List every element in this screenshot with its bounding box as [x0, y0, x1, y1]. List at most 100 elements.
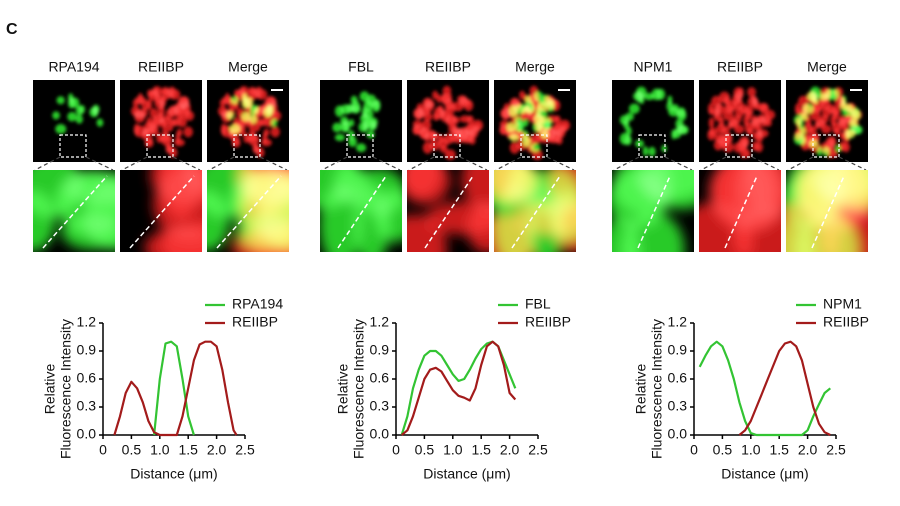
- profile-line: [811, 175, 845, 249]
- signal-blur: [144, 170, 202, 252]
- signal-spot: [528, 185, 565, 252]
- x-tick-label: 1.0: [150, 442, 170, 458]
- signal-spot: [332, 122, 343, 133]
- signal: [130, 85, 195, 158]
- image-label: RPA194: [48, 59, 99, 75]
- panel-label: C: [6, 21, 18, 38]
- x-tick-label: 1.5: [178, 442, 198, 458]
- signal-spot: [842, 142, 850, 153]
- signal-spot: [451, 127, 460, 135]
- signal: [793, 86, 863, 159]
- x-tick-label: 1.0: [443, 442, 463, 458]
- signal-blur: [207, 170, 289, 252]
- signal: [52, 93, 104, 135]
- signal-spot: [422, 141, 433, 154]
- y-tick-label: 1.2: [370, 314, 390, 330]
- signal-spot: [439, 145, 448, 153]
- y-tick-label: 1.2: [77, 314, 97, 330]
- y-tick-label: 0.9: [370, 342, 390, 358]
- signal-spot: [544, 122, 551, 130]
- y-tick-label: 0.3: [668, 398, 688, 414]
- roi-box: [638, 134, 666, 158]
- signal-spot: [169, 86, 176, 99]
- signal-spot: [362, 121, 368, 133]
- signal-spot: [348, 119, 355, 127]
- y-tick-label: 0.0: [370, 426, 390, 442]
- signal-spot: [648, 146, 656, 157]
- signal-spot: [826, 104, 836, 114]
- signal-spot: [370, 122, 377, 130]
- signal-spot: [174, 138, 185, 147]
- signal-spot: [822, 146, 830, 157]
- x-tick-label: 2.0: [207, 442, 227, 458]
- signal: [217, 85, 282, 158]
- signal-spot: [67, 111, 77, 122]
- zoom-guide: [259, 156, 288, 171]
- x-tick-label: 0.5: [713, 442, 733, 458]
- signal-spot: [619, 132, 631, 145]
- signal-spot: [751, 115, 758, 127]
- signal-spot: [499, 124, 508, 135]
- signal-spot: [234, 89, 241, 98]
- signal-spot: [628, 103, 640, 114]
- signal: [407, 170, 489, 252]
- signal-spot: [230, 96, 239, 105]
- legend-label: FBL: [525, 296, 551, 312]
- zoom-guide: [751, 156, 780, 171]
- signal-spot: [413, 107, 425, 120]
- signal-spot: [412, 124, 421, 135]
- signal-spot: [467, 115, 474, 126]
- signal-spot: [183, 126, 193, 138]
- signal-spot: [247, 134, 258, 142]
- signal-spot: [79, 104, 86, 114]
- signal-spot: [852, 125, 863, 135]
- signal-spot: [162, 125, 169, 136]
- signal-spot: [643, 92, 655, 101]
- roi-box: [59, 134, 87, 158]
- x-tick-label: 2.0: [500, 442, 520, 458]
- image-label: Merge: [515, 59, 555, 75]
- zoom-guide: [700, 156, 727, 171]
- signal-spot: [745, 109, 753, 121]
- signal-spot: [444, 149, 456, 161]
- signal-spot: [439, 109, 446, 118]
- signal-spot: [753, 99, 760, 111]
- signal-spot: [802, 103, 814, 114]
- signal-spot: [157, 105, 165, 117]
- signal-blur: [499, 85, 571, 161]
- y-axis-label: Relative: [335, 364, 351, 415]
- signal-spot: [52, 111, 60, 120]
- signal-spot: [242, 93, 248, 102]
- y-axis-label: Relative: [633, 364, 649, 415]
- signal: [494, 170, 576, 252]
- signal-spot: [253, 104, 260, 114]
- signal-blur: [494, 170, 576, 252]
- signal-spot: [747, 87, 757, 98]
- signal-spot: [348, 136, 357, 148]
- zoom-guide: [408, 156, 435, 171]
- signal-spot: [713, 109, 719, 118]
- signal-spot: [350, 104, 361, 114]
- signal-spot: [522, 119, 529, 127]
- signal-spot: [612, 216, 641, 252]
- signal-spot: [421, 119, 432, 131]
- image-label: REIIBP: [425, 59, 471, 75]
- signal-spot: [799, 112, 808, 122]
- signal-spot: [794, 103, 801, 115]
- signal-spot: [722, 133, 733, 144]
- signal-spot: [744, 121, 753, 134]
- zoom-guide: [613, 156, 640, 171]
- y-axis-label: Fluorescence Intensity: [58, 319, 74, 459]
- x-tick-label: 2.0: [798, 442, 818, 458]
- signal: [320, 170, 402, 252]
- signal-spot: [661, 144, 667, 153]
- signal-spot: [363, 100, 374, 112]
- signal-spot: [844, 114, 852, 123]
- zoom-guide: [121, 156, 148, 171]
- signal-spot: [831, 121, 840, 134]
- signal-spot: [132, 99, 139, 108]
- signal-spot: [320, 170, 358, 209]
- series-line: [153, 340, 195, 436]
- signal-spot: [642, 146, 649, 157]
